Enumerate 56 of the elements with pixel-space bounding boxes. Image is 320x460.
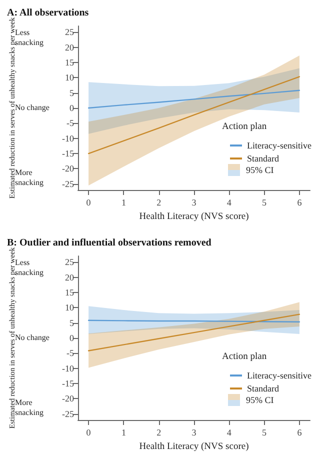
chart-title: B: Outlier and influential observations removed bbox=[7, 238, 212, 248]
x-tick-label: 1 bbox=[121, 428, 126, 438]
y-tick-label: -10 bbox=[62, 363, 74, 374]
y-tick-label: 20 bbox=[65, 272, 74, 282]
y-tick-label: 10 bbox=[65, 302, 74, 313]
y-tick-label: 5 bbox=[70, 318, 74, 328]
legend-label: Standard bbox=[247, 384, 280, 394]
x-tick-label: 6 bbox=[297, 198, 302, 208]
y-tick-label: -5 bbox=[66, 348, 74, 358]
text: More snacking bbox=[15, 398, 44, 418]
legend-label: Literacy-sensitive bbox=[247, 140, 312, 150]
chart-title: A: All observations bbox=[7, 8, 89, 18]
x-tick-label: 6 bbox=[297, 428, 302, 438]
x-tick-label: 4 bbox=[226, 428, 232, 438]
y-tick-label: -25 bbox=[62, 408, 74, 419]
x-tick-label: 5 bbox=[262, 198, 268, 208]
x-axis-title: Health Literacy (NVS score) bbox=[139, 212, 249, 222]
x-axis-title: Health Literacy (NVS score) bbox=[139, 442, 249, 452]
x-tick-label: 3 bbox=[192, 428, 197, 438]
y-tick-label: 15 bbox=[65, 57, 74, 68]
y-tick-label: 5 bbox=[70, 88, 74, 98]
y-tick-label: 0 bbox=[70, 333, 74, 343]
text: More snacking bbox=[15, 168, 44, 188]
x-tick-label: 0 bbox=[86, 428, 92, 438]
text: Less snacking bbox=[15, 28, 44, 48]
y-tick-label: -20 bbox=[62, 164, 74, 174]
y-tick-label: -5 bbox=[66, 118, 74, 128]
x-tick-label: 5 bbox=[262, 428, 268, 438]
annotation: 95% CI bbox=[246, 165, 274, 175]
x-tick-label: 2 bbox=[156, 428, 162, 438]
x-tick-label: 0 bbox=[86, 198, 92, 208]
y-tick-label: -15 bbox=[62, 378, 74, 389]
legend-title: Action plan bbox=[222, 352, 267, 362]
text: No change bbox=[15, 333, 50, 343]
y-tick-label: 25 bbox=[65, 257, 74, 268]
y-tick-label: 25 bbox=[65, 27, 74, 38]
y-tick-label: -25 bbox=[62, 178, 74, 189]
x-tick-label: 1 bbox=[121, 198, 126, 208]
annotation: 95% CI bbox=[246, 395, 274, 405]
legend-label: Standard bbox=[247, 154, 280, 164]
y-tick-label: -15 bbox=[62, 148, 74, 159]
text: Less snacking bbox=[15, 258, 44, 278]
legend-title: Action plan bbox=[222, 122, 267, 132]
y-tick-label: 15 bbox=[65, 287, 74, 298]
y-tick-label: 10 bbox=[65, 72, 74, 83]
legend-label: Literacy-sensitive bbox=[247, 370, 312, 380]
y-tick-label: -10 bbox=[62, 133, 74, 144]
y-tick-label: 20 bbox=[65, 42, 74, 52]
x-tick-label: 3 bbox=[192, 198, 197, 208]
line-series bbox=[88, 314, 300, 352]
x-tick-label: 4 bbox=[226, 198, 232, 208]
text: No change bbox=[15, 103, 50, 113]
x-tick-label: 2 bbox=[156, 198, 162, 208]
line-series bbox=[88, 90, 300, 109]
y-tick-label: -20 bbox=[62, 394, 74, 404]
y-tick-label: 0 bbox=[70, 103, 74, 113]
